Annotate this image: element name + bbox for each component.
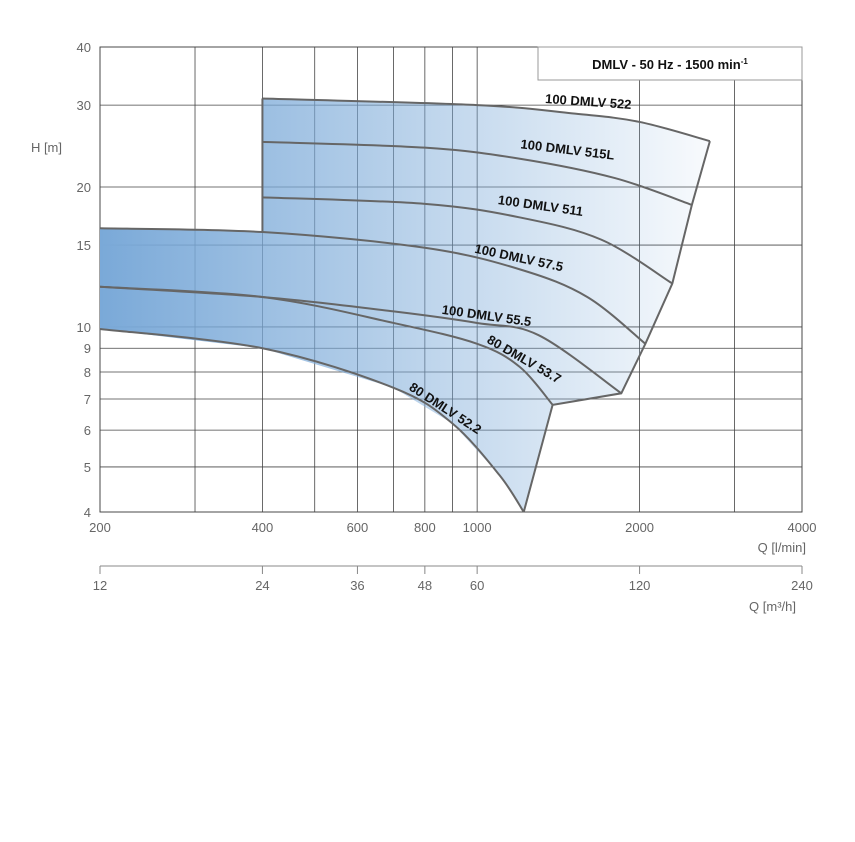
x2-tick-label: 36 (350, 578, 364, 593)
curve-80-dmlv-53-7 (99, 285, 554, 406)
x2-tick-label: 24 (255, 578, 269, 593)
x2-tick-label: 12 (93, 578, 107, 593)
y-tick-label: 9 (84, 341, 91, 356)
y-tick-label: 20 (77, 180, 91, 195)
curve-100-dmlv-522 (262, 97, 711, 143)
title-box: DMLV - 50 Hz - 1500 min-1 (537, 46, 803, 81)
curve-80-dmlv-52-2 (99, 327, 525, 513)
curve-100-dmlv-511 (262, 196, 673, 285)
x-tick-label: 600 (347, 520, 369, 535)
x2-tick-label: 60 (470, 578, 484, 593)
y-tick-label: 40 (77, 40, 91, 55)
operating-area-fill (100, 98, 710, 513)
y-axis-label: H [m] (31, 140, 62, 155)
title-box-frame (537, 46, 803, 81)
y-tick-label: 6 (84, 423, 91, 438)
x2-tick-label: 120 (629, 578, 651, 593)
y-tick-label: 10 (77, 320, 91, 335)
y-tick-label: 30 (77, 98, 91, 113)
y-tick-label: 8 (84, 365, 91, 380)
curve-label: 100 DMLV 522 (545, 91, 632, 112)
x-tick-label: 1000 (463, 520, 492, 535)
x-tick-label: 800 (414, 520, 436, 535)
x2-tick-label: 48 (418, 578, 432, 593)
y-tick-label: 4 (84, 505, 91, 520)
axis-ticks: 4 5 6 7 8 9 10 15 20 30 40 200 400 600 800 1000 2000 4000… (77, 40, 817, 593)
curve-100-dmlv-57-5 (99, 227, 646, 345)
x-axis-label: Q [l/min] (758, 540, 806, 555)
chart-title: DMLV - 50 Hz - 1500 min-1 (592, 57, 748, 72)
y-tick-label: 5 (84, 460, 91, 475)
operating-area (100, 98, 710, 513)
x-tick-label: 4000 (788, 520, 817, 535)
x2-axis-label: Q [m³/h] (749, 599, 796, 614)
curve-100-dmlv-515l (262, 140, 693, 206)
performance-curves (99, 97, 711, 513)
x2-tick-label: 240 (791, 578, 813, 593)
x-tick-label: 200 (89, 520, 111, 535)
x-tick-label: 400 (252, 520, 274, 535)
x-tick-label: 2000 (625, 520, 654, 535)
y-tick-label: 7 (84, 392, 91, 407)
y-tick-label: 15 (77, 238, 91, 253)
